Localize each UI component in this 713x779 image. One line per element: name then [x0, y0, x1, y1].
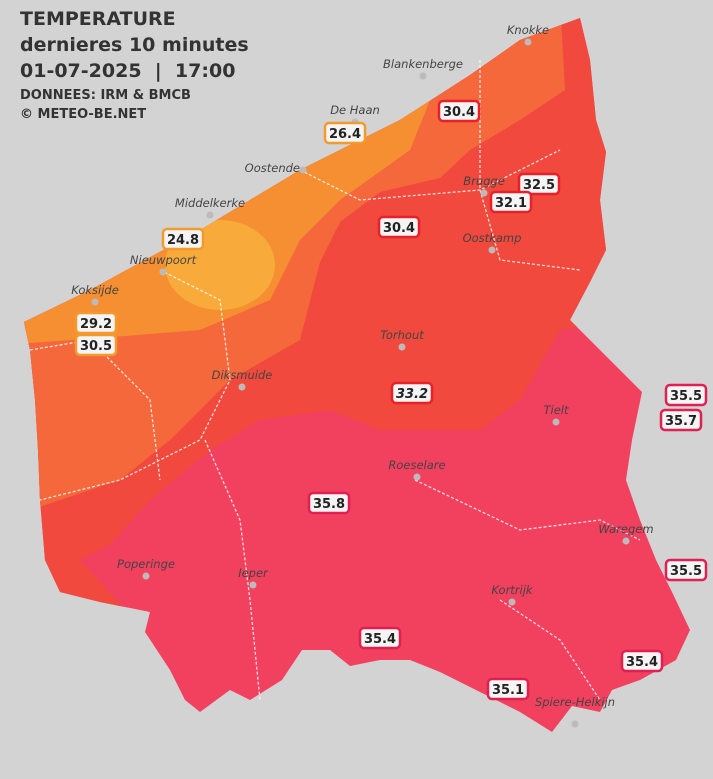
- station-box: [620, 649, 664, 673]
- station-box: [486, 677, 530, 701]
- station-box: [437, 99, 481, 123]
- city-label: Ieper: [238, 566, 269, 580]
- station-reading: 30.4: [383, 221, 415, 236]
- city-label: Waregem: [598, 522, 653, 536]
- station-box: [489, 190, 533, 214]
- city-dot: [238, 383, 246, 391]
- city-dot: [142, 572, 150, 580]
- city-label: Kortrijk: [491, 583, 534, 597]
- city-label: Spiere-Helkijn: [535, 695, 615, 709]
- station-box: [390, 381, 434, 405]
- city-dot: [508, 598, 516, 606]
- city-label: Koksijde: [71, 283, 119, 297]
- city-label: Nieuwpoort: [130, 253, 197, 267]
- station-box: [307, 491, 351, 515]
- station-box: [664, 383, 708, 407]
- city-dot: [413, 473, 421, 481]
- station-reading: 35.7: [665, 414, 697, 429]
- city-label: Knokke: [507, 23, 549, 37]
- station-reading: 32.1: [495, 196, 527, 211]
- station-box: [323, 121, 367, 145]
- city-label: Poperinge: [117, 557, 175, 571]
- city-dot: [571, 720, 579, 728]
- city-label: De Haan: [330, 103, 380, 117]
- station-box: [664, 558, 708, 582]
- station-reading: 35.4: [626, 655, 658, 670]
- station-reading: 35.5: [670, 389, 702, 404]
- city-label: Blankenberge: [383, 57, 463, 71]
- city-label: Tielt: [544, 403, 569, 417]
- city-label: Torhout: [380, 328, 424, 342]
- title: TEMPERATURE: [20, 8, 176, 30]
- city-dot: [249, 581, 257, 589]
- city-dot: [91, 298, 99, 306]
- credit: © METEO-BE.NET: [20, 107, 147, 122]
- city-label: Middelkerke: [175, 196, 245, 210]
- city-label: Oostkamp: [463, 231, 522, 245]
- subtitle: dernieres 10 minutes: [20, 34, 249, 56]
- source: DONNEES: IRM & BMCB: [20, 88, 191, 103]
- station-box: [377, 215, 421, 239]
- station-box: [659, 408, 703, 432]
- station-box: [358, 626, 402, 650]
- station-reading: 35.5: [670, 564, 702, 579]
- station-box: [517, 172, 561, 196]
- station-reading: 35.1: [492, 683, 524, 698]
- station-reading: 35.4: [364, 632, 396, 647]
- city-dot: [524, 38, 532, 46]
- station-reading: 29.2: [80, 317, 112, 332]
- station-reading: 26.4: [329, 127, 361, 142]
- datetime: 01-07-2025 | 17:00: [20, 60, 236, 82]
- station-box: [74, 333, 118, 357]
- city-label: Brugge: [463, 174, 505, 188]
- city-dot: [480, 189, 488, 197]
- station-box: [74, 311, 118, 335]
- city-dot: [206, 211, 214, 219]
- roads: [29, 60, 641, 701]
- station-reading: 33.2: [396, 387, 428, 402]
- city-dot: [419, 72, 427, 80]
- city-dot: [622, 537, 630, 545]
- city-dot: [398, 343, 406, 351]
- city-label: Oostende: [245, 161, 300, 175]
- station-reading: 30.5: [80, 339, 112, 354]
- city-dot: [299, 166, 307, 174]
- station-reading: 32.5: [523, 178, 555, 193]
- city-dot: [488, 246, 496, 254]
- city-dot: [552, 418, 560, 426]
- city-dot: [159, 268, 167, 276]
- city-label: Roeselare: [388, 458, 445, 472]
- station-box: [161, 227, 205, 251]
- city-label: Diksmuide: [212, 368, 273, 382]
- station-reading: 30.4: [443, 105, 475, 120]
- station-reading: 24.8: [167, 233, 199, 248]
- station-reading: 35.8: [313, 497, 345, 512]
